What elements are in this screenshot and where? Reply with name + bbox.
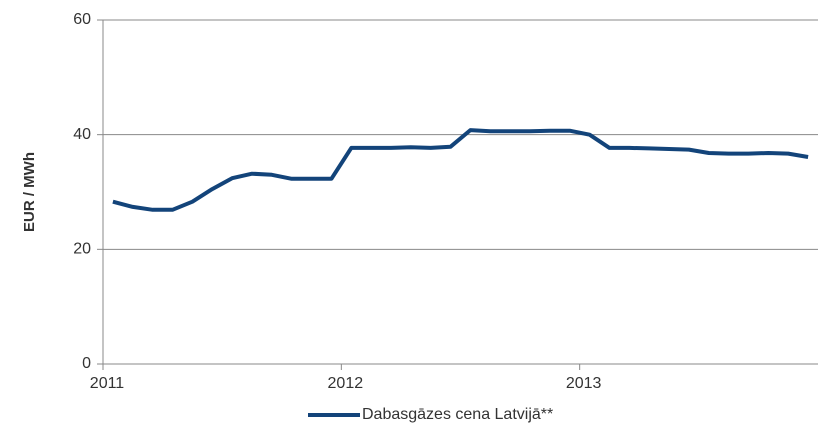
x-tick-label: 2012 [328,375,364,392]
y-tick-label: 60 [73,11,91,28]
y-axis-label: EUR / MWh [21,152,38,232]
x-tick-label: 2013 [566,375,602,392]
legend-label: Dabasgāzes cena Latvijā** [362,406,553,423]
y-tick-label: 20 [73,241,91,258]
y-tick-label: 0 [82,355,91,372]
y-tick-label: 40 [73,126,91,143]
x-tick-label: 2011 [90,375,125,392]
series-line [112,128,809,212]
